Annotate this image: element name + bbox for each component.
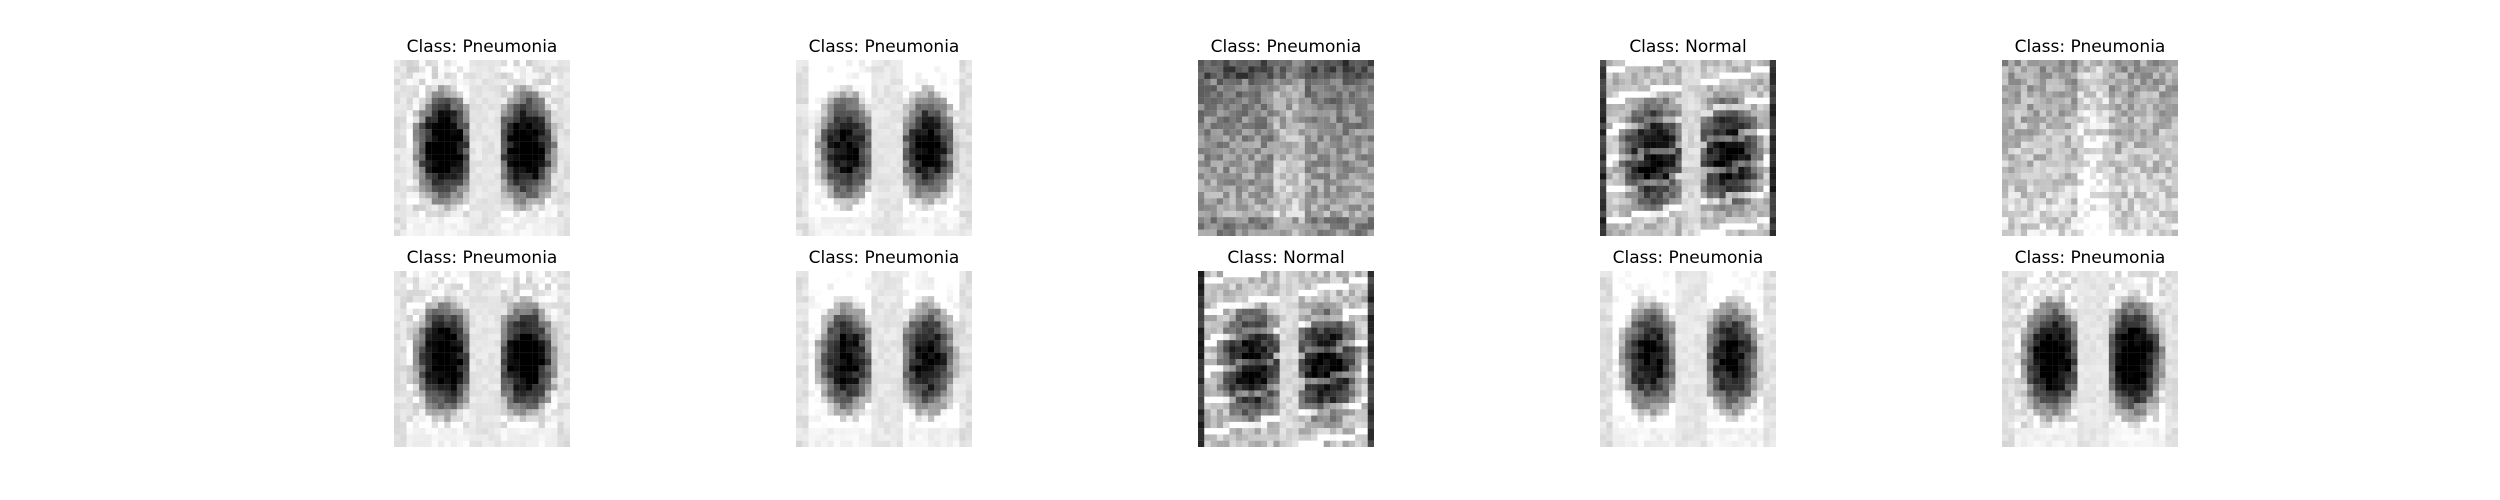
chest-xray-image [1198, 271, 1374, 447]
panel-title: Class: Pneumonia [1612, 248, 1764, 268]
panel-title: Class: Normal [1629, 37, 1747, 57]
image-panel-7: Class: Pneumonia [796, 247, 972, 447]
image-panel-10: Class: Pneumonia [2002, 247, 2178, 447]
panel-title: Class: Pneumonia [406, 248, 558, 268]
chest-xray-image [394, 271, 570, 447]
image-panel-2: Class: Pneumonia [796, 36, 972, 236]
chest-xray-image [1600, 60, 1776, 236]
panel-title: Class: Normal [1227, 248, 1345, 268]
chest-xray-image [394, 60, 570, 236]
image-panel-3: Class: Pneumonia [1198, 36, 1374, 236]
panel-title: Class: Pneumonia [808, 37, 960, 57]
image-panel-9: Class: Pneumonia [1600, 247, 1776, 447]
image-panel-6: Class: Pneumonia [394, 247, 570, 447]
image-panel-8: Class: Normal [1198, 247, 1374, 447]
image-panel-1: Class: Pneumonia [394, 36, 570, 236]
chest-xray-image [2002, 60, 2178, 236]
panel-title: Class: Pneumonia [406, 37, 558, 57]
panel-title: Class: Pneumonia [808, 248, 960, 268]
chest-xray-image [2002, 271, 2178, 447]
chest-xray-image [796, 60, 972, 236]
panel-title: Class: Pneumonia [2014, 248, 2166, 268]
image-panel-5: Class: Pneumonia [2002, 36, 2178, 236]
image-panel-4: Class: Normal [1600, 36, 1776, 236]
panel-title: Class: Pneumonia [2014, 37, 2166, 57]
chest-xray-image [1600, 271, 1776, 447]
chest-xray-image [796, 271, 972, 447]
panel-title: Class: Pneumonia [1210, 37, 1362, 57]
chest-xray-image [1198, 60, 1374, 236]
